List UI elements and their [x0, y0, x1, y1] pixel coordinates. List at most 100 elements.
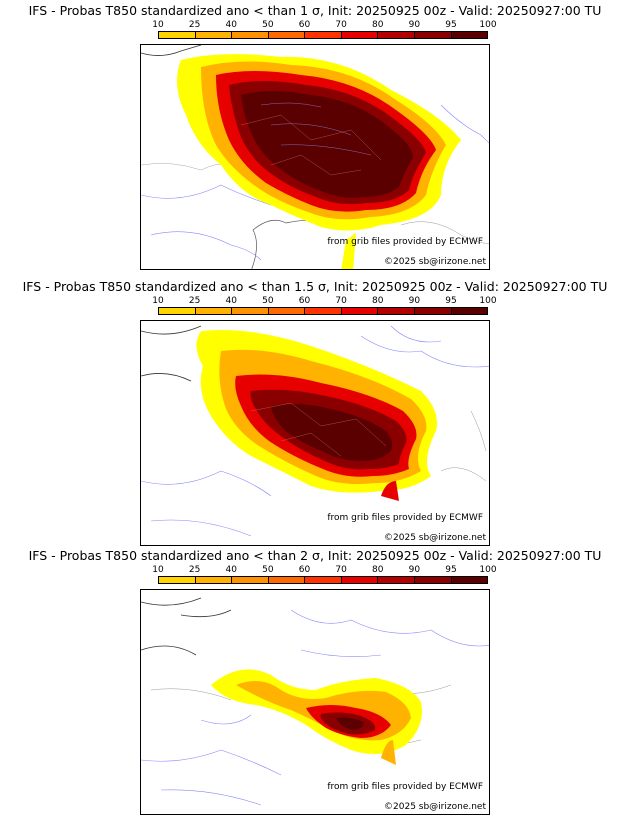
copyright-text: ©2025 sb@irizone.net	[384, 802, 486, 812]
colorbar-tick: 80	[372, 296, 384, 306]
colorbar-segment	[232, 32, 269, 38]
colorbar-segment	[305, 308, 342, 314]
river	[290, 609, 489, 657]
panel-title: IFS - Probas T850 standardized ano < tha…	[28, 548, 602, 563]
colorbar-segment	[341, 577, 379, 583]
probability-map: from grib files provided by ECMWF ©2025 …	[140, 44, 490, 270]
prob-contour-80	[381, 481, 399, 501]
colorbar-segment	[414, 308, 452, 314]
border	[250, 402, 387, 457]
colorbar-segment	[195, 577, 233, 583]
colorbar-tick: 60	[298, 565, 311, 575]
colorbar-segment	[414, 32, 452, 38]
colorbar-tick: 95	[445, 20, 457, 30]
river	[150, 231, 262, 261]
border	[400, 221, 489, 244]
colorbar-tick: 50	[262, 20, 274, 30]
colorbar-tick: 70	[335, 20, 347, 30]
river	[141, 714, 282, 806]
colorbar-tick: 60	[298, 20, 311, 30]
colorbar	[158, 31, 488, 39]
river	[360, 325, 489, 368]
colorbar-tick: 100	[479, 565, 497, 575]
colorbar-tick: 50	[262, 565, 274, 575]
prob-contour-10	[341, 233, 356, 269]
colorbar-segment	[451, 308, 488, 314]
colorbar-tick: 90	[408, 20, 421, 30]
colorbar-tick: 40	[225, 296, 237, 306]
colorbar-segment	[268, 577, 306, 583]
colorbar-segment	[195, 308, 233, 314]
colorbar-segment	[159, 577, 196, 583]
credit-text: from grib files provided by ECMWF	[327, 237, 483, 247]
colorbar-ticks: 10 25 40 50 60 70 80 90 95 100	[152, 20, 496, 30]
map-canvas	[141, 45, 489, 269]
colorbar-segment	[414, 577, 452, 583]
panel-title: IFS - Probas T850 standardized ano < tha…	[22, 279, 608, 294]
probability-map: from grib files provided by ECMWF ©2025 …	[140, 320, 490, 546]
colorbar-segment	[378, 308, 415, 314]
colorbar-tick: 10	[152, 296, 164, 306]
colorbar-segment	[232, 308, 269, 314]
colorbar-tick: 60	[298, 296, 311, 306]
colorbar-tick: 70	[335, 565, 347, 575]
colorbar-tick: 90	[408, 565, 421, 575]
colorbar-tick: 100	[479, 296, 497, 306]
map-panel-1-5sigma: IFS - Probas T850 standardized ano < tha…	[0, 279, 630, 547]
colorbar-segment	[159, 32, 196, 38]
colorbar-segment	[159, 308, 196, 314]
border	[440, 410, 487, 482]
colorbar-segment	[195, 32, 233, 38]
colorbar	[158, 307, 488, 315]
colorbar-tick: 40	[225, 565, 237, 575]
colorbar-tick: 70	[335, 296, 347, 306]
colorbar-segment	[341, 308, 379, 314]
colorbar-tick: 100	[479, 20, 497, 30]
map-canvas	[141, 597, 489, 806]
prob-contour-100	[336, 717, 364, 730]
probability-map: from grib files provided by ECMWF ©2025 …	[140, 589, 490, 815]
copyright-text: ©2025 sb@irizone.net	[384, 257, 486, 267]
colorbar-segment	[378, 32, 415, 38]
copyright-text: ©2025 sb@irizone.net	[384, 533, 486, 543]
coastline	[141, 325, 202, 382]
colorbar-ticks: 10 25 40 50 60 70 80 90 95 100	[152, 296, 496, 306]
credit-text: from grib files provided by ECMWF	[327, 782, 483, 792]
colorbar-tick: 80	[372, 565, 384, 575]
prob-contour-100	[271, 404, 393, 461]
colorbar-tick: 25	[188, 296, 201, 306]
colorbar-tick: 25	[188, 565, 201, 575]
colorbar-tick: 50	[262, 296, 274, 306]
colorbar-tick: 90	[408, 296, 421, 306]
colorbar-segment	[451, 32, 488, 38]
colorbar	[158, 576, 488, 584]
colorbar-tick: 25	[188, 20, 201, 30]
colorbar-segment	[378, 577, 415, 583]
colorbar-ticks: 10 25 40 50 60 70 80 90 95 100	[152, 565, 496, 575]
credit-text: from grib files provided by ECMWF	[327, 513, 483, 523]
map-panel-2sigma: IFS - Probas T850 standardized ano < tha…	[0, 548, 630, 816]
river	[440, 104, 489, 144]
colorbar-tick: 95	[445, 296, 457, 306]
map-panel-1sigma: IFS - Probas T850 standardized ano < tha…	[0, 3, 630, 271]
coastline	[141, 597, 232, 656]
colorbar-tick: 80	[372, 20, 384, 30]
colorbar-segment	[232, 577, 269, 583]
prob-contour-40	[381, 740, 396, 765]
panel-title: IFS - Probas T850 standardized ano < tha…	[28, 3, 602, 18]
colorbar-segment	[305, 32, 342, 38]
river	[141, 184, 272, 206]
colorbar-segment	[268, 32, 306, 38]
colorbar-segment	[451, 577, 488, 583]
colorbar-tick: 10	[152, 20, 164, 30]
colorbar-segment	[305, 577, 342, 583]
map-canvas	[141, 325, 489, 537]
colorbar-segment	[268, 308, 306, 314]
border	[240, 114, 382, 176]
colorbar-tick: 40	[225, 20, 237, 30]
colorbar-tick: 10	[152, 565, 164, 575]
river	[141, 470, 272, 537]
colorbar-tick: 95	[445, 565, 457, 575]
coastline	[141, 45, 202, 56]
colorbar-segment	[341, 32, 379, 38]
